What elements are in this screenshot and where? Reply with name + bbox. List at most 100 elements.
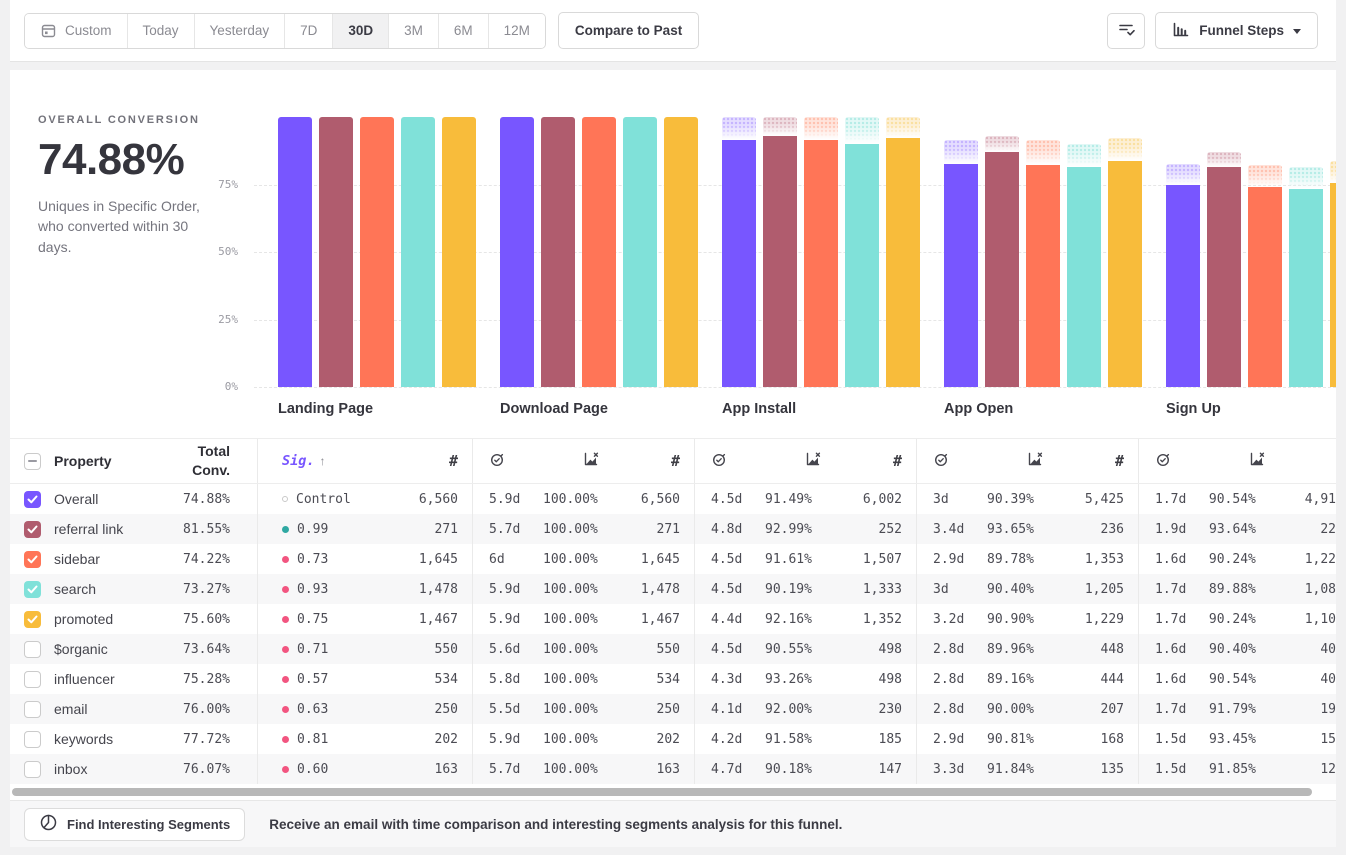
date-range-12m[interactable]: 12M: [487, 13, 545, 48]
date-range-6m[interactable]: 6M: [437, 13, 488, 48]
row-left: sidebar 74.22%: [10, 544, 257, 574]
conversion-rate-value: 100.00%: [543, 731, 598, 747]
date-range-30d[interactable]: 30D: [332, 13, 389, 48]
row-group-landing-page: 0.75 1,467: [257, 604, 472, 634]
table-row-overall[interactable]: Overall 74.88% Control 6,560 5.9d 100.00% 6,56…: [10, 484, 1336, 514]
count-value: 1,478: [418, 581, 458, 597]
time-to-convert-value: 4.1d: [711, 701, 743, 717]
table-row-sidebar[interactable]: sidebar 74.22% 0.73 1,645 6d 100.00% 1,645 4.5d…: [10, 544, 1336, 574]
bar-solid-segment: [1108, 160, 1142, 387]
date-range-label: Yesterday: [209, 23, 270, 38]
sig-dot-teal: [282, 525, 289, 533]
table-row-influencer[interactable]: influencer 75.28% 0.57 534 5.8d 100.00% 534 4.3…: [10, 664, 1336, 694]
row-group-download-page: 6d 100.00% 1,645: [472, 544, 694, 574]
funnel-steps-dropdown[interactable]: Funnel Steps: [1155, 12, 1318, 49]
select-all-checkbox[interactable]: [24, 452, 41, 470]
time-to-convert-value: 1.7d: [1155, 701, 1187, 717]
filter-list-button[interactable]: [1107, 12, 1146, 49]
table-row-search[interactable]: search 73.27% 0.93 1,478 5.9d 100.00% 1,478 4.5…: [10, 574, 1336, 604]
row-group-app-install: 4.1d 92.00% 230: [694, 694, 916, 724]
conversion-rate-value: 92.16%: [765, 611, 812, 627]
conversion-rate-value: 91.49%: [765, 491, 812, 507]
horizontal-scrollbar[interactable]: [12, 788, 1334, 798]
row-group-download-page: 5.5d 100.00% 250: [472, 694, 694, 724]
conversion-rate-value: 89.88%: [1208, 581, 1256, 597]
date-range-label: 30D: [348, 23, 374, 38]
count-value: 1,333: [862, 581, 902, 597]
table-row-promoted[interactable]: promoted 75.60% 0.75 1,467 5.9d 100.00% 1,467 4…: [10, 604, 1336, 634]
column-header-total-conv[interactable]: Total Conv.: [192, 443, 230, 478]
column-header-time-app-install[interactable]: [711, 451, 765, 472]
row-checkbox-sidebar[interactable]: [24, 550, 41, 568]
time-to-convert-value: 3d: [933, 491, 949, 507]
row-checkbox-keywords[interactable]: [24, 730, 41, 748]
conversion-rate-value: 89.78%: [987, 551, 1034, 567]
conversion-rate-value: 92.99%: [765, 521, 812, 537]
row-checkbox-organic[interactable]: [24, 640, 41, 658]
time-to-convert-value: 5.5d: [489, 701, 521, 717]
column-header-time-sign-up[interactable]: [1155, 451, 1209, 472]
find-interesting-segments-button[interactable]: Find Interesting Segments: [24, 807, 246, 841]
row-group-app-open: 2.9d 90.81% 168: [916, 724, 1138, 754]
summary-description: Uniques in Specific Order, who converted…: [38, 198, 200, 255]
count-value: 4,91: [1304, 491, 1336, 507]
column-header-rate-download-page[interactable]: [543, 451, 639, 472]
row-checkbox-email[interactable]: [24, 700, 41, 718]
row-left: Overall 74.88%: [10, 484, 257, 514]
row-left: influencer 75.28%: [10, 664, 257, 694]
conversion-rate-value: 89.96%: [987, 641, 1034, 657]
table-row-email[interactable]: email 76.00% 0.63 250 5.5d 100.00% 250 4.1d 92.0…: [10, 694, 1336, 724]
segments-circle-icon: [39, 813, 58, 835]
row-checkbox-referral-link[interactable]: [24, 520, 41, 538]
row-checkbox-inbox[interactable]: [24, 760, 41, 778]
conversion-rate-value: 90.24%: [1208, 551, 1256, 567]
table-row-inbox[interactable]: inbox 76.07% 0.60 163 5.7d 100.00% 163 4.7d 90.1…: [10, 754, 1336, 784]
row-group-app-open: 3.4d 93.65% 236: [916, 514, 1138, 544]
sig-value: 0.60: [297, 761, 329, 777]
count-value: 250: [656, 701, 680, 717]
column-header-count-hash-icon[interactable]: #: [1114, 452, 1124, 470]
column-header-property[interactable]: Property: [54, 453, 112, 469]
column-header-rate-sign-up[interactable]: [1209, 451, 1305, 472]
column-header-count-hash-icon[interactable]: #: [892, 452, 902, 470]
count-value: 550: [434, 641, 458, 657]
column-header-time-download-page[interactable]: [489, 451, 543, 472]
count-value: 15: [1320, 731, 1336, 747]
row-group-download-page: 5.9d 100.00% 202: [472, 724, 694, 754]
conversion-rate-value: 90.00%: [987, 701, 1034, 717]
table-row-keywords[interactable]: keywords 77.72% 0.81 202 5.9d 100.00% 202 4.2d 9…: [10, 724, 1336, 754]
bar-ghost-segment: [1166, 163, 1200, 185]
row-checkbox-promoted[interactable]: [24, 610, 41, 628]
row-checkbox-overall[interactable]: [24, 490, 41, 508]
count-value: 19: [1320, 701, 1336, 717]
date-range-7d[interactable]: 7D: [284, 13, 333, 48]
row-group-sign-up: 1.5d 93.45% 15: [1138, 724, 1336, 754]
date-range-custom[interactable]: Custom: [25, 13, 127, 48]
table-row-referral-link[interactable]: referral link 81.55% 0.99 271 5.7d 100.00% 271…: [10, 514, 1336, 544]
table-row-organic[interactable]: $organic 73.64% 0.71 550 5.6d 100.00% 550 4.5d 9…: [10, 634, 1336, 664]
date-range-today[interactable]: Today: [126, 13, 194, 48]
column-header-time-app-open[interactable]: [933, 451, 987, 472]
column-header-count-hash-icon[interactable]: #: [448, 452, 458, 470]
date-range-yesterday[interactable]: Yesterday: [193, 13, 285, 48]
row-checkbox-influencer[interactable]: [24, 670, 41, 688]
column-header-count-hash-icon[interactable]: #: [670, 452, 680, 470]
bar-overall: [278, 117, 312, 387]
conversion-rate-value: 89.16%: [987, 671, 1034, 687]
conversion-rate-value: 90.90%: [987, 611, 1034, 627]
time-to-convert-value: 2.9d: [933, 731, 965, 747]
scrollbar-thumb[interactable]: [12, 788, 1312, 796]
column-header-count-hash-icon[interactable]: #: [1305, 452, 1337, 470]
row-group-download-page: 5.9d 100.00% 1,478: [472, 574, 694, 604]
date-range-3m[interactable]: 3M: [388, 13, 438, 48]
bar-overall: [722, 117, 756, 387]
compare-to-past-button[interactable]: Compare to Past: [557, 12, 700, 49]
bar-referral-link: [1207, 151, 1241, 387]
count-value: 1,352: [862, 611, 902, 627]
conversion-rate-value: 91.79%: [1209, 701, 1256, 717]
row-checkbox-search[interactable]: [24, 580, 41, 598]
column-header-rate-app-open[interactable]: [987, 451, 1083, 472]
column-header-significance[interactable]: Sig. ↑: [282, 453, 370, 469]
column-header-rate-app-install[interactable]: [765, 451, 861, 472]
